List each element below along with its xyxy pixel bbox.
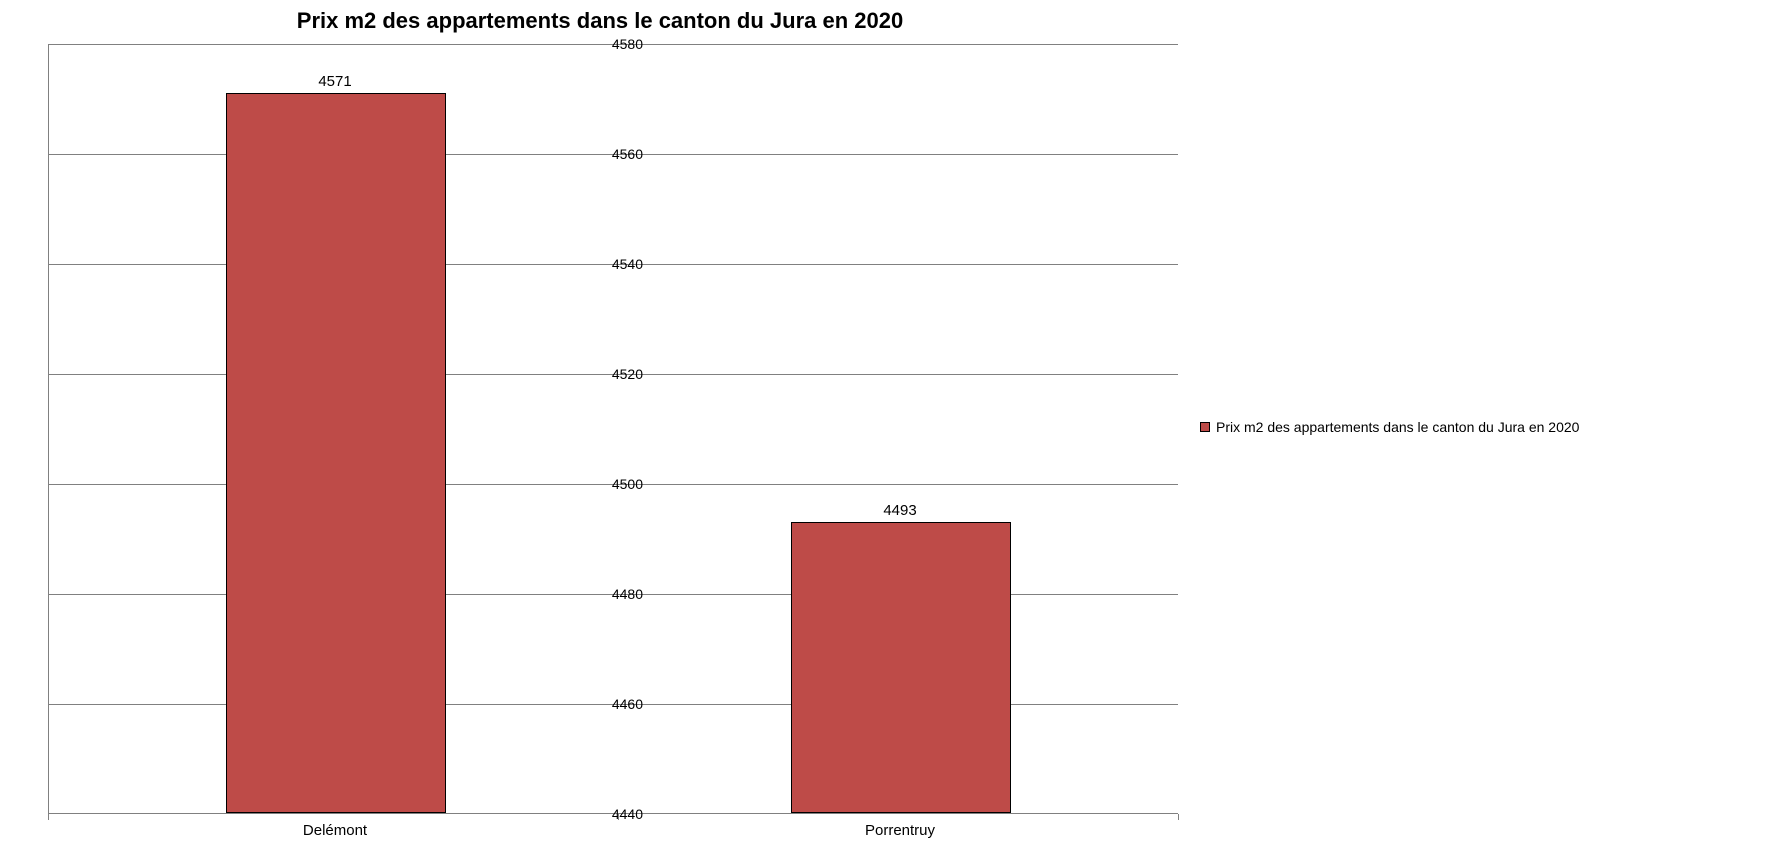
bar: [226, 93, 446, 814]
y-tick-label: 4460: [612, 696, 643, 712]
x-tick-mark: [618, 814, 619, 820]
legend: Prix m2 des appartements dans le canton …: [1200, 419, 1579, 435]
y-tick-label: 4500: [612, 476, 643, 492]
y-tick-label: 4540: [612, 256, 643, 272]
x-tick-mark: [1178, 814, 1179, 820]
y-tick-label: 4480: [612, 586, 643, 602]
chart-container: Prix m2 des appartements dans le canton …: [0, 0, 1783, 854]
y-tick-label: 4520: [612, 366, 643, 382]
x-tick-label: Porrentruy: [865, 822, 935, 839]
y-tick-label: 4560: [612, 146, 643, 162]
legend-swatch: [1200, 422, 1210, 432]
bar-value-label: 4571: [318, 73, 351, 90]
bar: [791, 522, 1011, 814]
bar-value-label: 4493: [883, 502, 916, 519]
legend-label: Prix m2 des appartements dans le canton …: [1216, 419, 1579, 435]
chart-title: Prix m2 des appartements dans le canton …: [0, 8, 1200, 34]
y-tick-label: 4580: [612, 36, 643, 52]
x-tick-mark: [48, 814, 49, 820]
x-tick-label: Delémont: [303, 822, 367, 839]
